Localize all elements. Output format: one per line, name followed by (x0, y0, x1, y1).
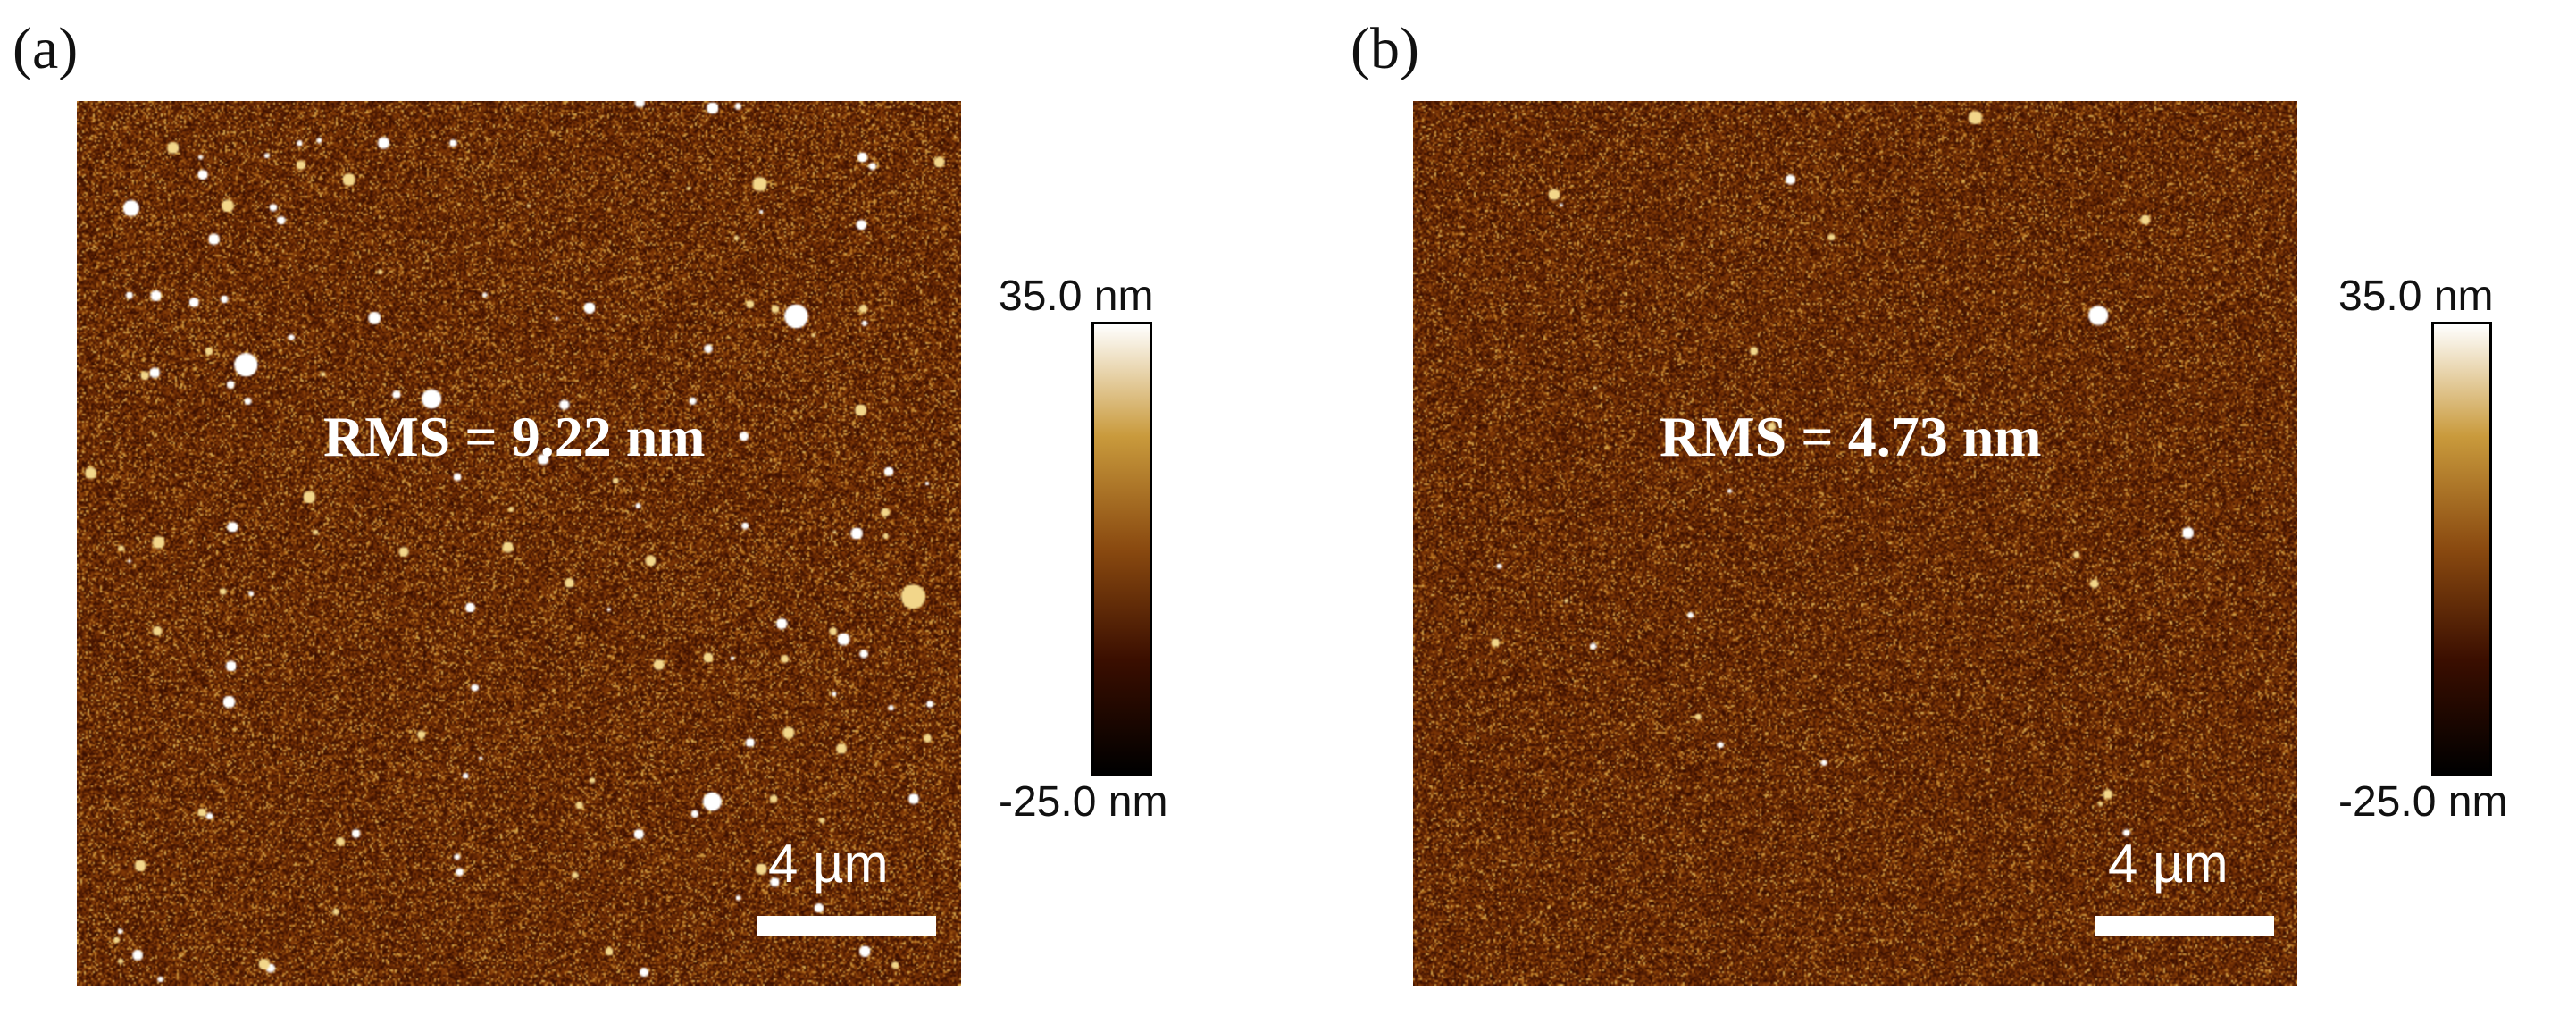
panel-label-a: (a) (13, 16, 79, 81)
afm-image-b (1413, 101, 2297, 986)
rms-value-b: RMS = 4.73 nm (1660, 405, 2042, 468)
colorbar-a (1091, 322, 1152, 776)
colorbar-max-label-b: 35.0 nm (2338, 273, 2494, 320)
scale-bar-label-a: 4 µm (768, 834, 889, 894)
afm-surface-canvas-b (1413, 101, 2297, 986)
afm-image-a (77, 101, 961, 986)
scale-bar-label-b: 4 µm (2108, 834, 2229, 894)
rms-value-a: RMS = 9.22 nm (323, 405, 706, 468)
scale-bar-b (2095, 916, 2274, 936)
colorbar-min-label-b: -25.0 nm (2338, 778, 2508, 826)
colorbar-b (2431, 322, 2492, 776)
colorbar-min-label-a: -25.0 nm (999, 778, 1168, 826)
colorbar-max-label-a: 35.0 nm (999, 273, 1154, 320)
scale-bar-a (757, 916, 936, 936)
panel-label-b: (b) (1351, 16, 1419, 81)
afm-surface-canvas-a (77, 101, 961, 986)
